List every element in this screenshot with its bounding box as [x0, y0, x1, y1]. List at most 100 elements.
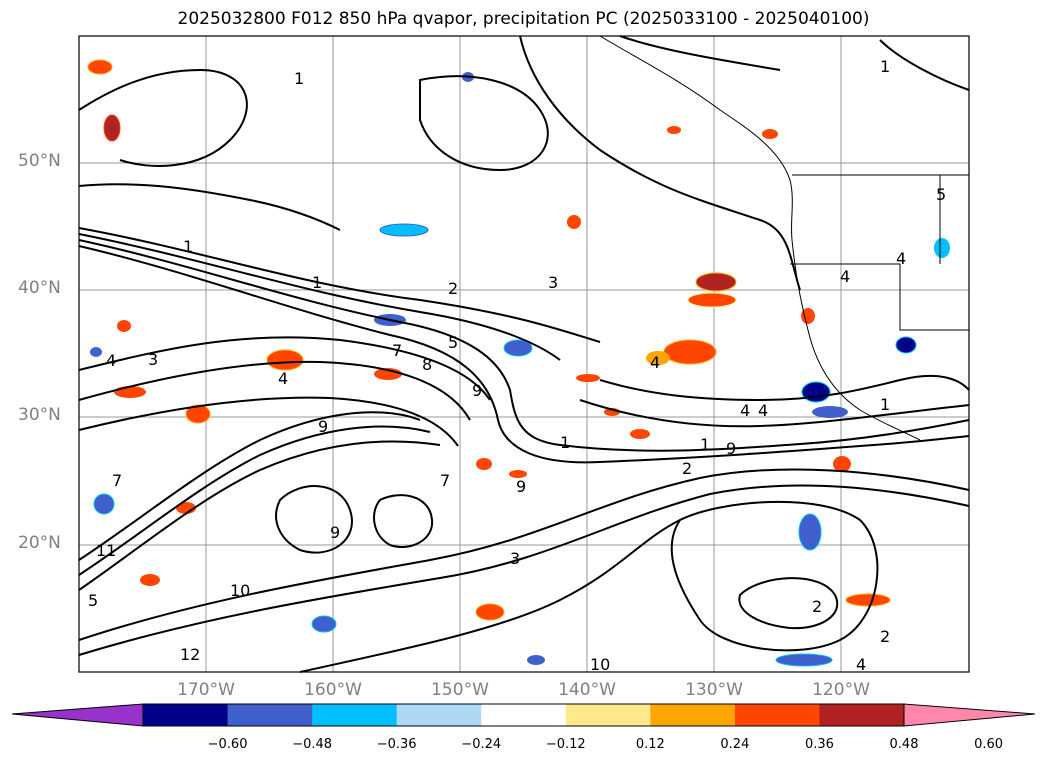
map-figure: 1 1 2 3 4 5 7 8 9 9 1 4 2 3 2 10 12 11 1… [78, 35, 970, 674]
contour-label: 2 [448, 279, 458, 298]
precip-patch [798, 513, 822, 551]
precip-patch [934, 238, 950, 258]
colorbar-tick-label: 0.24 [720, 737, 750, 752]
contour-label: 10 [590, 655, 610, 674]
precip-patch [695, 272, 737, 292]
precip-patch [833, 456, 851, 472]
contour-label: 9 [472, 381, 482, 400]
plot-title: 2025032800 F012 850 hPa qvapor, precipit… [177, 9, 870, 29]
precip-anomaly-patches [87, 59, 950, 667]
lat-label: 50°N [18, 151, 61, 171]
lon-label: 120°W [812, 680, 870, 700]
precip-patch [775, 653, 833, 667]
contour-label: 9 [726, 439, 736, 458]
lon-label: 140°W [558, 680, 616, 700]
colorbar-segment [650, 704, 736, 726]
contour-labels: 1 1 2 3 4 5 7 8 9 9 1 4 2 3 2 10 12 11 1… [88, 57, 946, 674]
lon-label: 130°W [685, 680, 743, 700]
precip-patch [630, 429, 650, 439]
colorbar-segment [143, 704, 229, 726]
precip-patch [687, 292, 737, 308]
precip-patch [114, 386, 146, 398]
contour-label: 4 [106, 351, 116, 370]
contour-line [78, 183, 341, 231]
contour-label: 5 [448, 333, 458, 352]
colorbar-tick-label: −0.36 [376, 737, 417, 752]
lon-label: 170°W [177, 680, 235, 700]
precip-patch [103, 114, 121, 142]
contour-label: 2 [682, 459, 692, 478]
precip-patch [93, 493, 115, 515]
precip-patch [476, 458, 492, 470]
contour-line [373, 494, 434, 548]
plot-frame [78, 35, 970, 673]
contour-label: 12 [180, 645, 200, 664]
colorbar-segment [312, 704, 398, 726]
contour-line [78, 360, 471, 421]
colorbar-segment [227, 704, 313, 726]
precip-patch [801, 381, 831, 403]
colorbar-tick-label: −0.48 [292, 737, 333, 752]
contour-label: 3 [148, 350, 158, 369]
contour-label: 3 [510, 549, 520, 568]
precip-patch [812, 406, 848, 418]
contour-line [599, 374, 970, 402]
precip-patch [311, 615, 337, 633]
precip-patch [576, 374, 600, 382]
contour-label: 4 [856, 655, 866, 674]
contour-line [78, 440, 441, 591]
precip-patch [895, 336, 917, 354]
contour-label: 9 [516, 477, 526, 496]
colorbar-segment [396, 704, 482, 726]
contour-label: 4 [740, 401, 750, 420]
colorbar-tick-label: 0.60 [974, 737, 1004, 752]
precip-patch [527, 655, 545, 665]
colorbar-segment [819, 704, 905, 726]
contour-line [78, 336, 491, 401]
coastline-north-america [599, 35, 921, 441]
contour-line [670, 500, 879, 652]
contour-label: 4 [758, 401, 768, 420]
precip-patch [845, 593, 891, 607]
contour-line [738, 577, 839, 630]
colorbar-tick-label: 0.36 [804, 737, 834, 752]
contour-line [78, 484, 970, 656]
contour-line [519, 35, 801, 291]
coastlines [599, 35, 969, 441]
colorbar-extend-right [903, 703, 1036, 727]
colorbar-tick-label: 0.12 [635, 737, 665, 752]
contour-line [78, 239, 970, 452]
precip-patch [475, 603, 505, 621]
contour-label: 5 [936, 185, 946, 204]
contour-line [419, 75, 549, 172]
contour-label: 4 [896, 249, 906, 268]
contour-label: 1 [700, 435, 710, 454]
lat-label: 40°N [18, 278, 61, 298]
colorbar-segment [565, 704, 651, 726]
contour-line [78, 396, 459, 447]
colorbar-tick-label: −0.60 [207, 737, 248, 752]
contour-line [78, 411, 421, 561]
contour-line [879, 39, 970, 91]
precip-patch [87, 59, 113, 75]
contour-label: 10 [230, 581, 250, 600]
precip-patch [379, 223, 429, 237]
colorbar-segment [734, 704, 820, 726]
contour-label: 2 [880, 627, 890, 646]
contour-line [78, 233, 561, 361]
gridlines [79, 36, 969, 672]
contour-label: 9 [318, 417, 328, 436]
precip-patch [663, 339, 717, 365]
contour-line [78, 425, 431, 576]
contour-label: 9 [330, 523, 340, 542]
contour-label: 4 [840, 267, 850, 286]
lon-label: 160°W [304, 680, 362, 700]
qvapor-contours [78, 35, 970, 673]
contour-line [579, 399, 970, 428]
colorbar-segments [143, 704, 905, 726]
contour-label: 5 [88, 591, 98, 610]
colorbar-extend-left [11, 703, 144, 727]
contour-label: 11 [96, 541, 116, 560]
precip-patch [266, 349, 304, 371]
contour-label: 3 [548, 273, 558, 292]
